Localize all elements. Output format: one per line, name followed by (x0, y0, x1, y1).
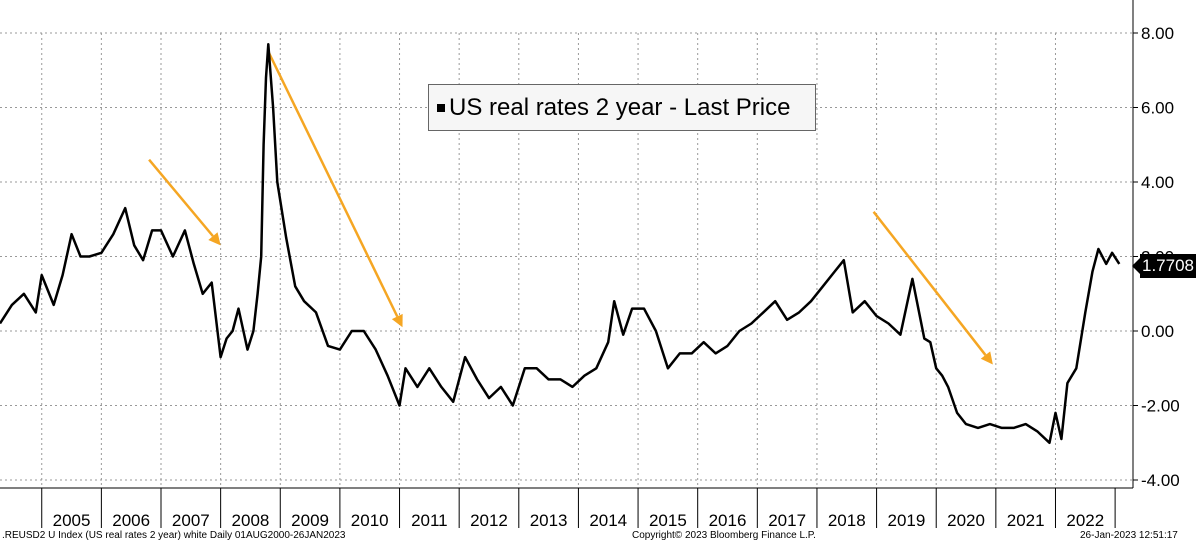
x-tick-label: 2014 (589, 511, 627, 530)
y-tick-label: 0.00 (1141, 322, 1174, 341)
x-tick-label: 2005 (53, 511, 91, 530)
footer-timestamp: 26-Jan-2023 12:51:17 (1080, 530, 1178, 541)
legend: US real rates 2 year - Last Price (428, 84, 816, 131)
legend-swatch (437, 103, 445, 112)
y-tick-label: -4.00 (1141, 471, 1180, 490)
x-tick-label: 2020 (947, 511, 985, 530)
series-line (0, 42, 1121, 445)
series-layer (0, 42, 1121, 445)
x-tick-label: 2007 (172, 511, 210, 530)
orange-arrow (267, 51, 403, 328)
y-tick-label: 6.00 (1141, 99, 1174, 118)
footer-copyright: Copyright© 2023 Bloomberg Finance L.P. (632, 530, 816, 541)
x-tick-label: 2009 (291, 511, 329, 530)
x-tick-label: 2017 (768, 511, 806, 530)
axes (0, 0, 1138, 528)
last-value-pointer (1132, 258, 1140, 274)
x-tick-label: 2011 (411, 511, 448, 530)
footer-source: .REUSD2 U Index (US real rates 2 year) w… (2, 530, 346, 541)
y-tick-label: 4.00 (1141, 173, 1174, 192)
x-tick-label: 2013 (530, 511, 568, 530)
x-tick-label: 2008 (232, 511, 270, 530)
orange-arrow (872, 211, 993, 365)
x-tick-label: 2010 (351, 511, 389, 530)
x-tick-label: 2016 (709, 511, 747, 530)
last-value-badge: 1.7708 (1140, 254, 1196, 278)
x-tick-label: 2012 (470, 511, 508, 530)
x-tick-label: 2018 (828, 511, 866, 530)
x-tick-label: 2021 (1007, 511, 1045, 530)
y-tick-label: 8.00 (1141, 24, 1174, 43)
x-tick-label: 2022 (1066, 511, 1104, 530)
x-tick-label: 2015 (649, 511, 687, 530)
orange-arrow (148, 158, 221, 246)
x-axis-ticks: 2005 2006 2007 2008 2009 2010 2011 2012 2013 2014… (53, 511, 1105, 530)
x-tick-label: 2019 (887, 511, 925, 530)
y-tick-label: -2.00 (1141, 397, 1180, 416)
legend-label: US real rates 2 year - Last Price (449, 93, 791, 121)
x-tick-label: 2006 (112, 511, 150, 530)
annotation-arrows (148, 51, 993, 365)
